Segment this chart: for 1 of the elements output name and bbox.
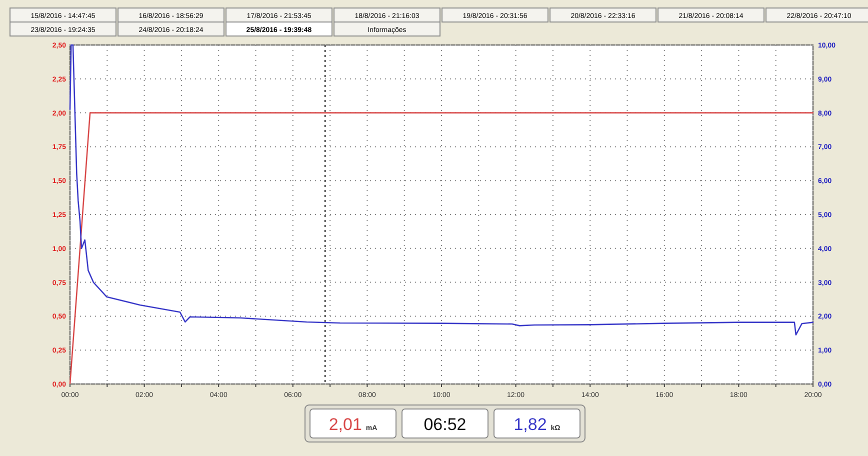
text: 06:52: [424, 415, 466, 434]
